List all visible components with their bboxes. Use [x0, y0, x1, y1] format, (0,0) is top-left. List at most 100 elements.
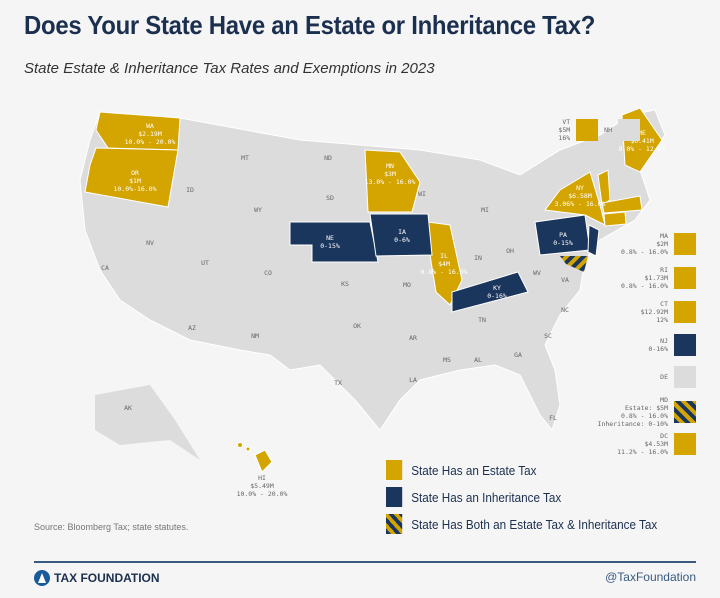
state-label-hi-abbr: HI — [258, 474, 266, 482]
state-label-fl: FL — [549, 414, 557, 422]
state-label-ia-abbr: IA — [398, 228, 406, 236]
state-label-il-abbr: IL — [440, 252, 448, 260]
side-legend-de: DE — [660, 366, 696, 388]
state-nj — [587, 224, 600, 257]
side-legend-text: $2M — [656, 240, 668, 248]
side-legend-text: 11.2% - 16.0% — [617, 448, 668, 456]
legend-inheritance-label: State Has an Inheritance Tax — [411, 489, 562, 505]
nh-abbr: NH — [604, 126, 612, 134]
footer-divider — [34, 561, 696, 563]
side-legend-text: 0.8% - 16.0% — [621, 412, 668, 420]
state-label-pa-abbr: PA — [559, 231, 567, 239]
side-legend-text: DE — [660, 373, 668, 381]
state-ak — [95, 385, 200, 460]
side-legend-nj: NJ 0-16% — [648, 334, 696, 356]
state-label-mn-rate: 13.0% - 16.0% — [365, 178, 416, 186]
state-label-mo: MO — [403, 281, 411, 289]
state-label-ok: OK — [353, 322, 361, 330]
source-note: Source: Bloomberg Tax; state statutes. — [34, 522, 189, 532]
state-label-al: AL — [474, 356, 482, 364]
legend-both: State Has Both an Estate Tax & Inheritan… — [386, 514, 657, 534]
brand-name: TAX FOUNDATION — [54, 571, 160, 585]
state-label-tx: TX — [334, 379, 342, 387]
state-nh — [610, 160, 625, 200]
state-ma — [601, 195, 643, 214]
state-label-wa-rate: 10.0% - 20.0% — [125, 138, 176, 146]
state-label-or-exemption: $1M — [129, 177, 141, 185]
side-legend-ri: RI $1.73M 0.8% - 16.0% — [621, 266, 696, 290]
state-ky — [451, 271, 529, 313]
side-legend-ma: MA $2M 0.8% - 16.0% — [621, 232, 696, 256]
side-legend-text: Estate: $5M — [624, 404, 668, 412]
state-label-il-exemption: $4M — [438, 260, 450, 268]
state-label-me-exemption: $6.41M — [630, 137, 654, 145]
side-legend-swatch — [674, 301, 696, 323]
tax-foundation-logo: TAX FOUNDATION — [34, 570, 160, 586]
state-label-il-rate: 0.8% - 16.0% — [421, 268, 468, 276]
state-label-nm: NM — [251, 332, 259, 340]
side-legend-text: Inheritance: 0-10% — [597, 420, 668, 428]
vt-exemption: $5M — [558, 126, 571, 134]
state-label-az: AZ — [188, 324, 196, 332]
state-label-ia-rate: 0-6% — [394, 236, 410, 244]
state-label-oh: OH — [506, 247, 514, 255]
estate-swatch — [386, 460, 403, 480]
side-legend-swatch — [674, 401, 696, 423]
state-label-ks: KS — [341, 280, 349, 288]
page-title: Does Your State Have an Estate or Inheri… — [24, 10, 596, 40]
state-label-hi-rate: 10.0% - 20.0% — [237, 490, 288, 498]
state-ne — [289, 221, 379, 263]
side-legend-text: $1.73M — [644, 274, 668, 282]
side-legend-swatch — [674, 433, 696, 455]
side-legend-text: MA — [660, 232, 668, 240]
both-swatch — [386, 514, 403, 534]
side-legend-text: 0.8% - 16.0% — [621, 248, 668, 256]
state-label-mt: MT — [241, 154, 249, 162]
side-legend-text: MD — [660, 396, 668, 404]
side-legend-text: CT — [660, 300, 668, 308]
state-label-mn-exemption: $3M — [384, 170, 396, 178]
vt-swatch — [576, 119, 599, 141]
side-legend-dc: DC $4.53M 11.2% - 16.0% — [617, 432, 696, 456]
state-label-mi: MI — [481, 206, 489, 214]
state-mn — [364, 149, 421, 213]
legend-inheritance: State Has an Inheritance Tax — [386, 487, 561, 507]
state-label-wy: WY — [254, 206, 262, 214]
inheritance-swatch — [386, 487, 403, 507]
side-legend-text: DC — [660, 432, 668, 440]
side-legend-swatch — [674, 334, 696, 356]
vt-rate: 16% — [558, 134, 571, 142]
state-label-me-abbr: ME — [638, 129, 646, 137]
state-label-hi-exemption: $5.49M — [250, 482, 274, 490]
state-label-in: IN — [474, 254, 482, 262]
state-label-va: VA — [561, 276, 569, 284]
state-label-or-abbr: OR — [131, 169, 139, 177]
state-label-ny-abbr: NY — [576, 184, 584, 192]
state-hi — [254, 449, 273, 473]
state-label-ny-exemption: $6.58M — [568, 192, 592, 200]
state-label-ca: CA — [101, 264, 109, 272]
logo-icon — [34, 570, 50, 586]
side-legend-swatch — [674, 233, 696, 255]
state-md — [560, 256, 588, 272]
state-label-pa-rate: 0-15% — [553, 239, 573, 247]
state-hi-island — [237, 442, 243, 448]
vt-abbr: VT — [562, 118, 571, 126]
legend-estate-label: State Has an Estate Tax — [411, 462, 537, 478]
state-label-ak: AK — [124, 404, 132, 412]
side-legend-text: $4.53M — [644, 440, 668, 448]
side-legend-text: 12% — [656, 316, 668, 324]
state-label-ne-rate: 0-15% — [320, 242, 340, 250]
state-hi-island — [245, 446, 251, 452]
state-label-wa-abbr: WA — [146, 122, 154, 130]
nh-swatch — [618, 119, 640, 141]
state-label-ky-abbr: KY — [493, 284, 501, 292]
state-label-ky-rate: 0-16% — [487, 292, 507, 300]
state-label-id: ID — [186, 186, 194, 194]
state-label-wv: WV — [533, 269, 541, 277]
side-legend-text: RI — [660, 266, 668, 274]
state-ct — [603, 211, 627, 227]
state-label-co: CO — [264, 269, 272, 277]
state-label-la: LA — [409, 376, 417, 384]
